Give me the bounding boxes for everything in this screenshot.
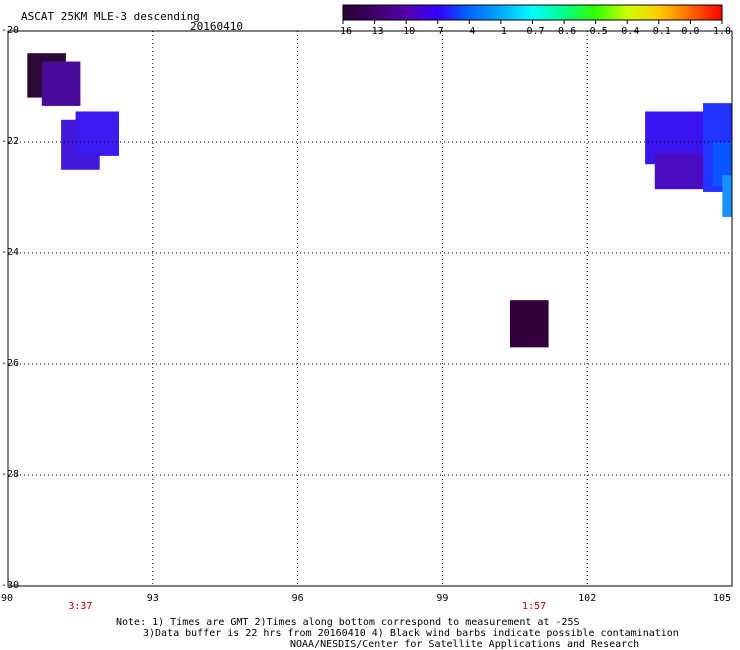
colorbar-label: -7	[431, 26, 444, 37]
swath-cell	[75, 111, 120, 156]
note-line-1: Note: 1) Times are GMT 2)Times along bot…	[116, 617, 580, 628]
latitude-tick-label: -22	[0, 136, 19, 147]
swath-cell	[712, 142, 732, 187]
colorbar-label: -4	[463, 26, 476, 37]
longitude-tick-label: 99	[436, 593, 449, 604]
colorbar-label: -0.1	[646, 26, 671, 37]
colorbar-label: -10	[397, 26, 416, 37]
colorbar-label: -16	[333, 26, 353, 37]
graticule-grid	[8, 31, 732, 586]
colorbar-label: 0.0	[681, 26, 700, 37]
product-date: 20160410	[190, 20, 243, 33]
colorbar-label: 1.0	[712, 26, 732, 37]
latitude-tick-label: -26	[0, 358, 19, 369]
swath-cell	[509, 300, 549, 348]
colorbar-label: -1	[494, 26, 507, 37]
latitude-tick-label: -20	[0, 25, 19, 36]
longitude-tick-label: 105	[712, 593, 732, 604]
longitude-tick-label: 93	[146, 593, 159, 604]
swath-cell	[654, 153, 708, 190]
product-title: ASCAT 25KM MLE-3 descending	[21, 10, 200, 23]
swath-cells	[27, 53, 732, 348]
note-line-2: 3)Data buffer is 22 hrs from 20160410 4)…	[143, 628, 679, 639]
latitude-tick-label: -30	[0, 580, 19, 591]
colorbar	[342, 4, 723, 24]
longitude-tick-label: 90	[0, 593, 14, 604]
colorbar-label: -0.7	[520, 26, 545, 37]
colorbar-gradient	[342, 4, 723, 21]
colorbar-label: -0.5	[583, 26, 608, 37]
longitude-tick-label: 96	[291, 593, 304, 604]
longitude-tick-label: 102	[578, 593, 597, 604]
latitude-tick-label: -24	[0, 247, 19, 258]
colorbar-label: -0.6	[552, 26, 577, 37]
note-line-3: NOAA/NESDIS/Center for Satellite Applica…	[290, 639, 640, 650]
pass-time-label: 1:57	[522, 601, 547, 612]
colorbar-label: -0.4	[615, 26, 640, 37]
swath-cell	[722, 175, 732, 217]
colorbar-label: -13	[365, 26, 384, 37]
pass-time-label: 3:37	[68, 601, 93, 612]
latitude-tick-label: -28	[0, 469, 19, 480]
swath-cell	[41, 61, 81, 106]
plot-frame	[7, 30, 733, 587]
